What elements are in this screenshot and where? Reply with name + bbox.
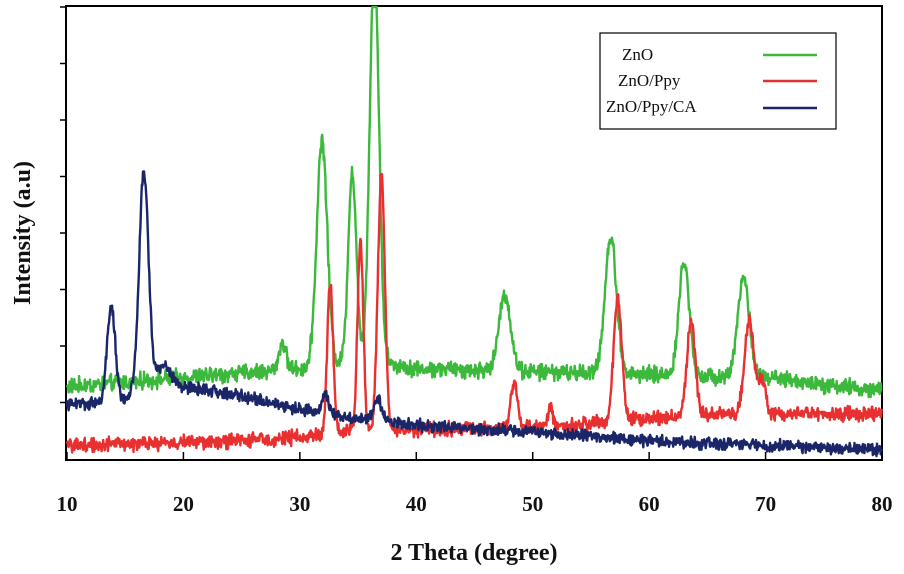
x-tick-label-70: 70 <box>755 492 776 516</box>
x-tick-label-40: 40 <box>406 492 427 516</box>
x-tick-label-60: 60 <box>639 492 660 516</box>
legend-label-zno: ZnO <box>622 45 653 64</box>
series-zno-ppy-ca <box>65 170 883 458</box>
x-tick-label-30: 30 <box>289 492 310 516</box>
legend: ZnO ZnO/Ppy ZnO/Ppy/CA <box>599 32 837 130</box>
series-layer <box>65 5 883 458</box>
x-axis-title: 2 Theta (degree) <box>390 540 557 566</box>
x-tick-label-20: 20 <box>173 492 194 516</box>
legend-label-zno-ppy: ZnO/Ppy <box>618 71 681 90</box>
x-tick-label-10: 10 <box>57 492 78 516</box>
x-tick-label-50: 50 <box>522 492 543 516</box>
y-axis-title: Intensity (a.u) <box>10 161 36 305</box>
x-tick-label-80: 80 <box>872 492 893 516</box>
series-zno-ppy <box>65 172 883 454</box>
legend-label-zno-ppy-ca: ZnO/Ppy/CA <box>606 97 697 116</box>
ticks-layer: 10 20 30 40 50 60 70 80 <box>57 6 893 516</box>
series-zno <box>65 5 883 399</box>
